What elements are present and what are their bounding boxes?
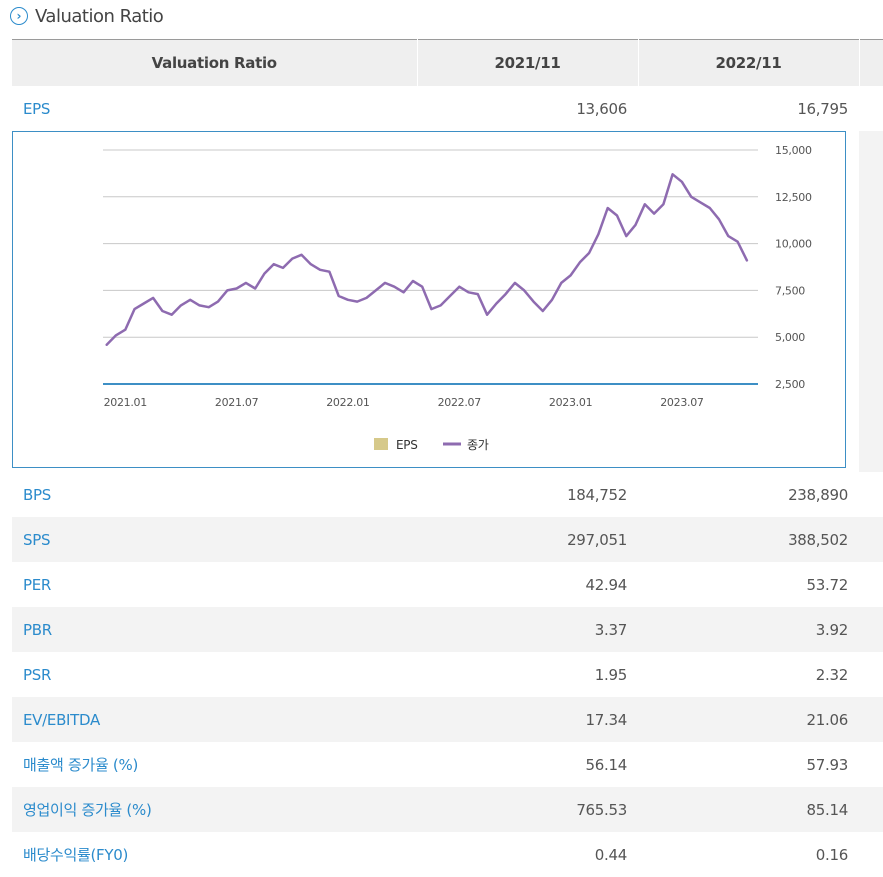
row-value: 3.92 — [638, 607, 859, 652]
row-value: 2.32 — [815, 665, 849, 684]
row-value: 184,752 — [567, 485, 627, 504]
row-spacer — [859, 472, 883, 517]
row-value: 53.72 — [806, 575, 849, 594]
row-label-bps[interactable]: BPS — [23, 485, 51, 504]
row-value: 238,890 — [788, 485, 848, 504]
row-value: 388,502 — [638, 517, 859, 562]
row-label-eps[interactable]: EPS — [23, 99, 51, 118]
row-label-pbr[interactable]: PBR — [12, 607, 417, 652]
y-tick-label: 5,000 — [775, 331, 805, 344]
legend-label-price: 종가 — [467, 438, 489, 452]
chart-svg: 15,000 12,500 10,000 7,500 5,000 2,500 2021.01… — [103, 144, 812, 452]
row-spacer — [859, 131, 883, 472]
row-value: 3.37 — [417, 607, 638, 652]
table-row: 영업이익 증가율 (%) 765.53 85.14 — [12, 787, 883, 832]
eps-price-chart: 15,000 12,500 10,000 7,500 5,000 2,500 2021.01… — [12, 131, 846, 468]
valuation-ratio-table: Valuation Ratio 2021/11 2022/11 EPS 13,6… — [12, 39, 883, 877]
table-row: PER 42.94 53.72 — [12, 562, 883, 607]
x-tick-label: 2021.01 — [104, 396, 147, 409]
row-spacer — [859, 607, 883, 652]
x-tick-label: 2023.01 — [549, 396, 592, 409]
header-period-2: 2022/11 — [638, 39, 860, 86]
table-header-row: Valuation Ratio 2021/11 2022/11 — [12, 39, 883, 86]
chart-cell: 15,000 12,500 10,000 7,500 5,000 2,500 2021.01… — [12, 131, 859, 472]
row-label-psr[interactable]: PSR — [23, 665, 52, 684]
legend-swatch-eps — [374, 438, 388, 450]
table-row: EV/EBITDA 17.34 21.06 — [12, 697, 883, 742]
row-label-ev-ebitda[interactable]: EV/EBITDA — [12, 697, 417, 742]
row-value: 765.53 — [417, 787, 638, 832]
row-spacer — [859, 517, 883, 562]
row-label-op-income-growth[interactable]: 영업이익 증가율 (%) — [12, 787, 417, 832]
y-tick-label: 2,500 — [775, 378, 805, 391]
y-tick-label: 12,500 — [775, 191, 812, 204]
table-row-eps: EPS 13,606 16,795 — [12, 86, 883, 131]
table-row: 배당수익률(FY0) 0.44 0.16 — [12, 832, 883, 877]
row-label-dividend-yield[interactable]: 배당수익률(FY0) — [23, 846, 129, 864]
price-series-line — [105, 173, 749, 346]
chart-row: 15,000 12,500 10,000 7,500 5,000 2,500 2021.01… — [12, 131, 883, 472]
table-row: SPS 297,051 388,502 — [12, 517, 883, 562]
table-row: 매출액 증가율 (%) 56.14 57.93 — [12, 742, 883, 787]
row-label-sales-growth[interactable]: 매출액 증가율 (%) — [23, 756, 138, 774]
row-value: 21.06 — [638, 697, 859, 742]
table-row: PSR 1.95 2.32 — [12, 652, 883, 697]
section-title: Valuation Ratio — [35, 5, 164, 27]
x-tick-label: 2022.07 — [438, 396, 482, 409]
row-value: 57.93 — [806, 755, 849, 774]
row-value: 85.14 — [638, 787, 859, 832]
y-tick-label: 7,500 — [775, 284, 805, 297]
y-tick-label: 10,000 — [775, 238, 812, 251]
row-spacer — [859, 697, 883, 742]
x-tick-label: 2021.07 — [215, 396, 259, 409]
row-spacer — [859, 787, 883, 832]
header-spacer — [859, 39, 883, 86]
legend-label-eps: EPS — [396, 438, 418, 452]
row-spacer — [859, 742, 883, 787]
row-value: 297,051 — [417, 517, 638, 562]
row-spacer — [859, 86, 883, 131]
y-tick-label: 15,000 — [775, 144, 812, 157]
row-value: 1.95 — [594, 665, 628, 684]
row-spacer — [859, 652, 883, 697]
row-value: 17.34 — [417, 697, 638, 742]
row-spacer — [859, 832, 883, 877]
row-value: 56.14 — [585, 755, 628, 774]
row-label-sps[interactable]: SPS — [12, 517, 417, 562]
header-label: Valuation Ratio — [12, 39, 418, 86]
section-header: › Valuation Ratio — [10, 4, 164, 28]
row-value: 16,795 — [797, 99, 848, 118]
row-label-per[interactable]: PER — [23, 575, 52, 594]
row-spacer — [859, 562, 883, 607]
header-period-1: 2021/11 — [417, 39, 639, 86]
chevron-right-circle-icon[interactable]: › — [10, 7, 28, 25]
row-value: 0.16 — [815, 845, 849, 864]
row-value: 13,606 — [576, 99, 627, 118]
x-tick-label: 2022.01 — [326, 396, 369, 409]
table-row: PBR 3.37 3.92 — [12, 607, 883, 652]
table-row: BPS 184,752 238,890 — [12, 472, 883, 517]
row-value: 0.44 — [594, 845, 628, 864]
row-value: 42.94 — [585, 575, 628, 594]
x-tick-label: 2023.07 — [660, 396, 704, 409]
